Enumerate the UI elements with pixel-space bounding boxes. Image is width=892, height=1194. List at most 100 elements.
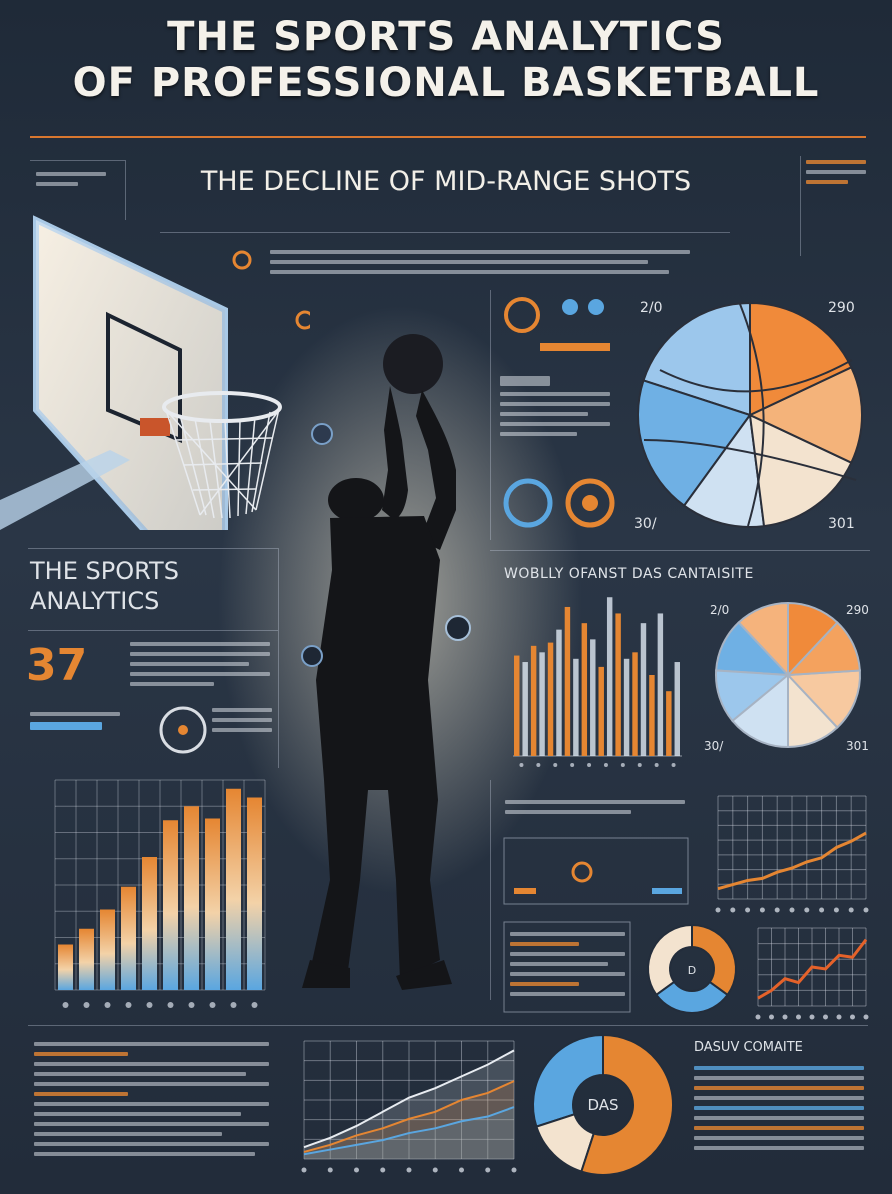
tick-mark <box>209 1002 216 1008</box>
pie-corner-label: 30/ <box>634 516 657 532</box>
left-panel-heading: THE SPORTS ANALYTICS <box>30 556 179 616</box>
bottom-right-table <box>694 1066 864 1156</box>
tick-mark <box>620 763 625 767</box>
hoop-illustration <box>0 215 282 530</box>
bar-light <box>522 662 528 756</box>
tick-mark <box>519 763 524 767</box>
tick-mark <box>553 763 558 767</box>
bar-light <box>606 597 613 756</box>
bar <box>142 857 157 990</box>
small-donut-slice <box>655 980 729 1014</box>
tick-mark <box>671 763 676 767</box>
frame-line <box>28 548 278 549</box>
title-line-2: OF PROFESSIONAL BASKETBALL <box>72 60 820 106</box>
left-heading-line-1: THE SPORTS <box>30 557 179 585</box>
right-bottom-line-chart <box>755 927 869 1020</box>
tick-mark <box>380 1167 386 1173</box>
small-donut-slice <box>691 923 737 997</box>
mid-info-notes <box>505 800 685 832</box>
tick-mark <box>125 1002 132 1008</box>
rim-bracket <box>140 418 170 436</box>
tick-mark <box>715 907 721 913</box>
stat-icons-panel <box>503 297 615 528</box>
basketball-pie-slice <box>642 301 751 417</box>
left-ring-notes <box>212 708 272 738</box>
left-heading-line-2: ANALYTICS <box>30 587 160 615</box>
left-ring-icon <box>159 706 207 754</box>
tick-mark <box>789 907 795 913</box>
bottom-line-chart <box>301 1040 517 1173</box>
badge-icon <box>311 423 333 445</box>
stat-ring-core <box>582 495 598 511</box>
pie-corner-label: 2/0 <box>640 300 663 316</box>
right-segment-pie-slice <box>787 601 839 678</box>
stat-notes <box>500 376 610 442</box>
subtitle: THE DECLINE OF MID-RANGE SHOTS <box>200 166 692 197</box>
stat-icon <box>588 299 604 315</box>
middle-paired-bar-chart <box>513 597 682 767</box>
bar <box>58 944 73 990</box>
mid-table <box>503 921 631 1013</box>
info-box-marker <box>514 888 536 894</box>
bar-orange <box>564 606 571 756</box>
tick-mark <box>863 1014 869 1020</box>
bar-orange <box>649 675 655 756</box>
tick-mark <box>104 1002 111 1008</box>
dial-icons <box>232 250 310 330</box>
bar-orange <box>615 613 621 756</box>
info-box-marker <box>652 888 682 894</box>
frame-line <box>28 630 278 631</box>
bar-orange <box>581 623 588 756</box>
frame-line <box>800 156 801 256</box>
mid-table-rows <box>510 932 625 1002</box>
player-foot-right <box>396 960 452 990</box>
pie-corner-label: 301 <box>828 516 855 532</box>
header-note-center <box>270 250 690 280</box>
bottom-left-table <box>34 1042 269 1162</box>
right-segment-pie-slice <box>785 669 861 729</box>
tick-mark <box>511 1167 517 1173</box>
tick-mark <box>755 1014 761 1020</box>
dial-icon <box>232 250 252 270</box>
bar-light <box>539 652 545 756</box>
bar-orange <box>598 666 604 756</box>
frame-line <box>490 780 491 1000</box>
info-box-frame <box>503 837 689 905</box>
bar-light <box>674 662 680 756</box>
bottom-donut-label: DAS <box>587 1096 618 1114</box>
tick-mark <box>62 1002 69 1008</box>
pie-corner-label: 290 <box>828 300 855 316</box>
bar <box>226 788 241 990</box>
tick-mark <box>833 907 839 913</box>
title-divider <box>30 136 866 138</box>
series-line-trend <box>757 938 868 1000</box>
tick-mark <box>759 907 765 913</box>
bottom-right-heading: DASUV COMAITE <box>694 1040 803 1055</box>
pie-corner-label: 30/ <box>704 739 724 753</box>
tick-mark <box>83 1002 90 1008</box>
stat-bar <box>540 343 610 351</box>
ball-seam <box>643 439 857 481</box>
mid-panel-heading: WOBLLY OFANST DAS CANTAISITE <box>504 566 754 582</box>
backboard-shade <box>36 220 225 530</box>
basketball-pie-chart: 2/0 290 30/ 301 <box>634 300 863 532</box>
hoop-rim <box>162 391 282 423</box>
bottom-donut-slice <box>532 1033 604 1128</box>
title-line-1: THE SPORTS ANALYTICS <box>167 14 725 60</box>
tick-mark <box>823 1014 828 1020</box>
basketball-icon <box>383 334 443 394</box>
tick-mark <box>459 1167 464 1173</box>
small-donut-label: D <box>688 964 696 977</box>
basketball-pie-slice <box>749 301 853 417</box>
backboard-arm <box>0 450 130 530</box>
frame-line <box>28 1025 868 1026</box>
tick-mark <box>146 1002 153 1008</box>
floating-badges <box>301 423 471 667</box>
bar-light <box>640 623 647 756</box>
bar-orange <box>547 642 554 756</box>
bar-orange <box>666 691 672 756</box>
ring-core <box>178 725 188 735</box>
player-arm-left <box>382 386 408 520</box>
badge-icon <box>445 615 471 641</box>
tick-mark <box>819 907 825 913</box>
